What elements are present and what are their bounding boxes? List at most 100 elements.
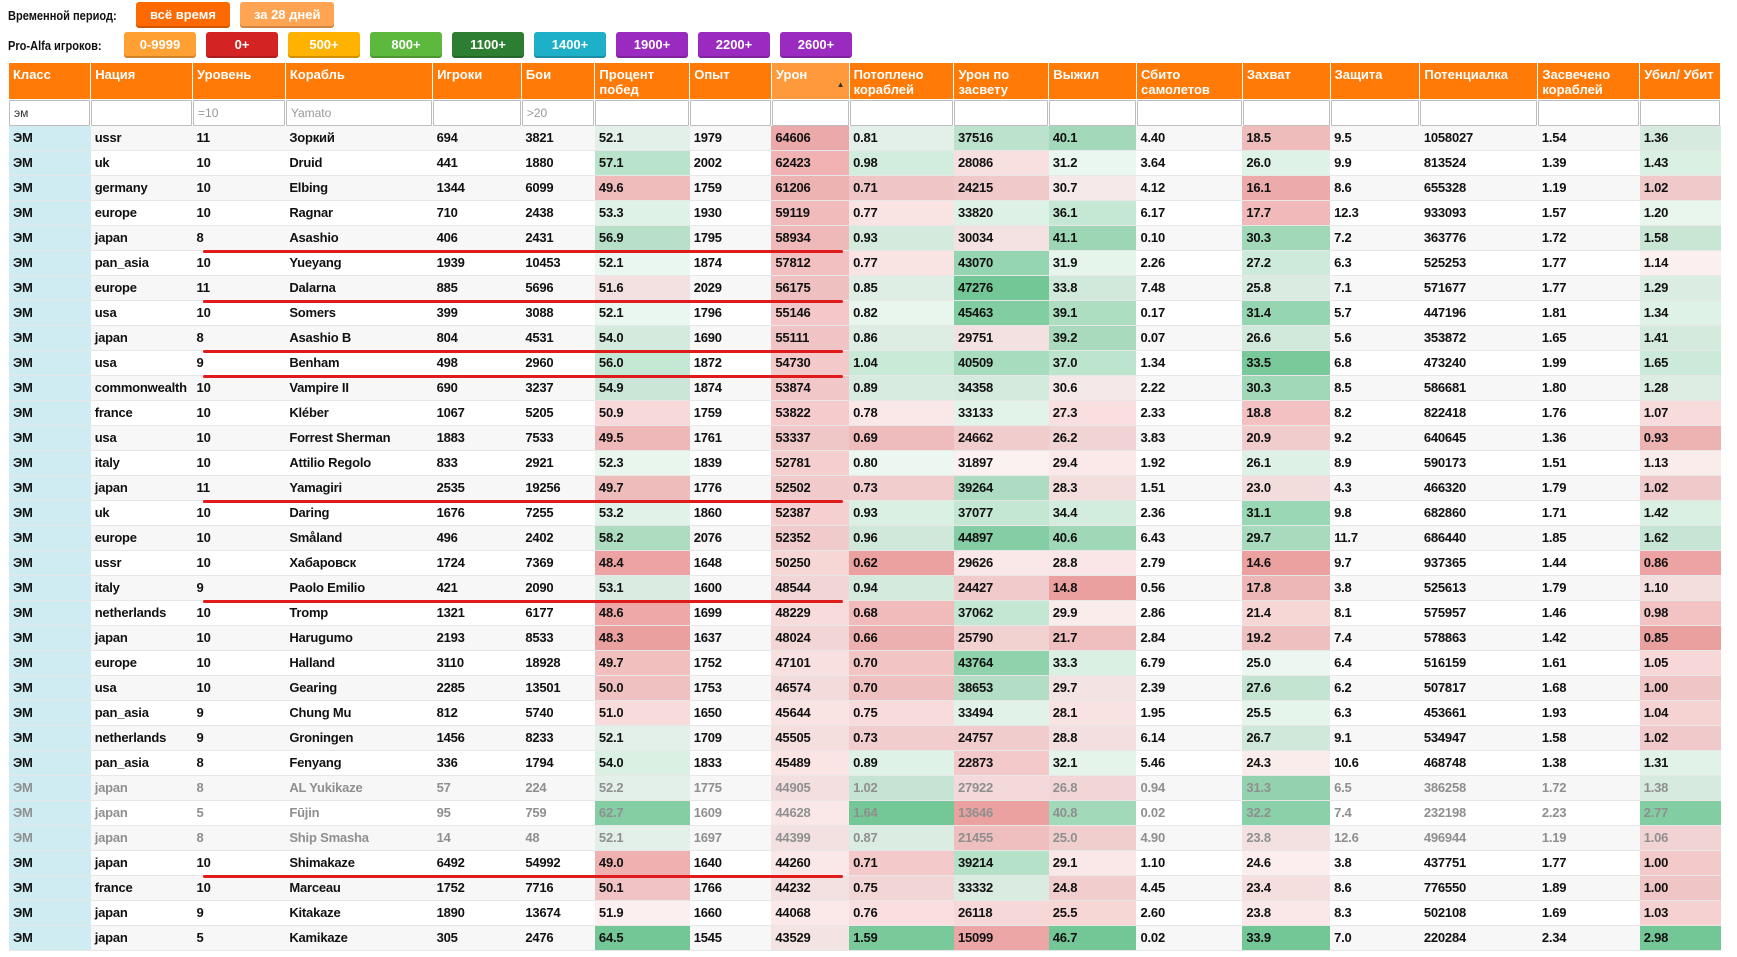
cell-ship: Forrest Sherman <box>285 425 433 451</box>
table-row[interactable]: ЭМ japan 5 Kamikaze 305 2476 64.5 1545 43529 1.59… <box>9 925 1721 951</box>
table-row[interactable]: ЭМ commonwealth 10 Vampire II 690 3237 54.9 187… <box>9 375 1721 401</box>
table-row[interactable]: ЭМ netherlands 9 Groningen 1456 8233 52.1 1709 4… <box>9 725 1721 751</box>
table-row[interactable]: ЭМ uk 10 Daring 1676 7255 53.2 1860 52387 0.93 370… <box>9 500 1721 526</box>
column-header-label: Убил/ Убит <box>1644 67 1714 82</box>
table-row[interactable]: ЭМ ussr 11 Зоркий 694 3821 52.1 1979 64606 0.81 37… <box>9 126 1721 151</box>
table-row[interactable]: ЭМ japan 8 Asashio 406 2431 56.9 1795 58934 0.93 3… <box>9 225 1721 251</box>
player-button-8[interactable]: 2600+ <box>780 32 852 58</box>
table-row[interactable]: ЭМ pan_asia 8 Fenyang 336 1794 54.0 1833 45489 0.… <box>9 750 1721 776</box>
table-row[interactable]: ЭМ usa 9 Benham 498 2960 56.0 1872 54730 1.04 4050… <box>9 350 1721 376</box>
filter-input-potential[interactable] <box>1420 99 1538 126</box>
filter-input-nat[interactable] <box>91 99 193 126</box>
column-header-players[interactable]: Игроки <box>432 63 522 99</box>
table-row[interactable]: ЭМ netherlands 10 Tromp 1321 6177 48.6 1699 4822… <box>9 600 1721 626</box>
column-header-winrate[interactable]: Процент побед <box>594 63 691 99</box>
column-header-dmg[interactable]: Урон ▲ <box>771 63 850 99</box>
table-row[interactable]: ЭМ italy 9 Paolo Emilio 421 2090 53.1 1600 48544… <box>9 575 1721 601</box>
player-button-4[interactable]: 1100+ <box>452 32 524 58</box>
player-button-5[interactable]: 1400+ <box>534 32 606 58</box>
filter-input-spot_dmg[interactable] <box>954 99 1049 126</box>
cell-def: 7.4 <box>1330 625 1420 651</box>
cell-dmg: 52502 <box>771 475 850 501</box>
cell-xp: 1660 <box>689 900 772 926</box>
filter-input-tier[interactable] <box>193 99 285 126</box>
column-header-cap[interactable]: Захват <box>1242 63 1331 99</box>
cell-surv: 14.8 <box>1048 575 1137 601</box>
table-row[interactable]: ЭМ germany 10 Elbing 1344 6099 49.6 1759 61206 0.… <box>9 175 1721 201</box>
column-header-kd[interactable]: Убил/ Убит <box>1639 63 1721 99</box>
cell-def: 5.6 <box>1330 325 1420 351</box>
table-row[interactable]: ЭМ france 10 Marceau 1752 7716 50.1 1766 44232 0.… <box>9 875 1721 901</box>
table-row[interactable]: ЭМ japan 8 Asashio B 804 4531 54.0 1690 55111 0.8… <box>9 325 1721 351</box>
table-row[interactable]: ЭМ japan 10 Shimakaze 6492 54992 49.0 1640 44260… <box>9 850 1721 876</box>
cell-tier: 10 <box>192 650 286 676</box>
column-header-surv[interactable]: Выжил <box>1048 63 1137 99</box>
period-button-1[interactable]: за 28 дней <box>239 2 335 28</box>
cell-def: 6.4 <box>1330 650 1420 676</box>
player-button-2[interactable]: 500+ <box>288 32 360 58</box>
filter-input-kd[interactable] <box>1640 99 1720 126</box>
table-row[interactable]: ЭМ usa 10 Somers 399 3088 52.1 1796 55146 0.82 454… <box>9 300 1721 326</box>
column-header-def[interactable]: Защита <box>1330 63 1421 99</box>
cell-cap: 26.7 <box>1242 725 1331 751</box>
filter-input-spotted[interactable] <box>1538 99 1640 126</box>
table-row[interactable]: ЭМ uk 10 Druid 441 1880 57.1 2002 62423 0.98 28086… <box>9 150 1721 176</box>
cell-tier: 10 <box>192 875 286 901</box>
filter-input-def[interactable] <box>1330 99 1420 126</box>
column-header-sunk[interactable]: Потоплено кораблей <box>849 63 955 99</box>
table-row[interactable]: ЭМ pan_asia 9 Chung Mu 812 5740 51.0 1650 45644 0… <box>9 700 1721 726</box>
cell-def: 9.9 <box>1330 150 1420 176</box>
column-header-xp[interactable]: Опыт <box>689 63 772 99</box>
table-row[interactable]: ЭМ usa 10 Gearing 2285 13501 50.0 1753 46574 0.70… <box>9 675 1721 701</box>
cell-cls: ЭМ <box>9 775 91 801</box>
table-row[interactable]: ЭМ europe 11 Dalarna 885 5696 51.6 2029 56175 0.8… <box>9 275 1721 301</box>
table-row[interactable]: ЭМ japan 10 Harugumo 2193 8533 48.3 1637 48024 0.… <box>9 625 1721 651</box>
cell-players: 399 <box>432 300 522 326</box>
column-header-ship[interactable]: Корабль <box>285 63 434 99</box>
filter-input-planes[interactable] <box>1136 99 1242 126</box>
filter-input-ship[interactable] <box>285 99 433 126</box>
filter-input-xp[interactable] <box>690 99 771 126</box>
filter-input-dmg[interactable] <box>771 99 849 126</box>
column-header-battles[interactable]: Бои <box>521 63 596 99</box>
column-header-spot_dmg[interactable]: Урон по засвету <box>953 63 1050 99</box>
period-button-0[interactable]: всё время <box>136 2 230 28</box>
table-row[interactable]: ЭМ europe 10 Småland 496 2402 58.2 2076 52352 0.9… <box>9 525 1721 551</box>
cell-surv: 25.5 <box>1048 900 1137 926</box>
table-row[interactable]: ЭМ usa 10 Forrest Sherman 1883 7533 49.5 1761 53… <box>9 425 1721 451</box>
filter-input-sunk[interactable] <box>849 99 954 126</box>
player-button-0[interactable]: 0-9999 <box>124 32 196 58</box>
filter-input-cls[interactable] <box>9 99 91 126</box>
table-row[interactable]: ЭМ europe 10 Ragnar 710 2438 53.3 1930 59119 0.77… <box>9 200 1721 226</box>
cell-surv: 28.8 <box>1048 725 1137 751</box>
player-button-1[interactable]: 0+ <box>206 32 278 58</box>
filter-input-cap[interactable] <box>1242 99 1330 126</box>
table-row[interactable]: ЭМ ussr 10 Хабаровск 1724 7369 48.4 1648 50250 0.… <box>9 550 1721 576</box>
player-button-7[interactable]: 2200+ <box>698 32 770 58</box>
column-header-cls[interactable]: Класс <box>9 63 92 99</box>
cell-battles: 2090 <box>521 575 595 601</box>
column-header-planes[interactable]: Сбито самолетов <box>1136 63 1243 99</box>
table-row[interactable]: ЭМ pan_asia 10 Yueyang 1939 10453 52.1 1874 5781… <box>9 250 1721 276</box>
table-row[interactable]: ЭМ europe 10 Halland 3110 18928 49.7 1752 47101 0… <box>9 650 1721 676</box>
column-header-nat[interactable]: Нация <box>90 63 194 99</box>
cell-dmg: 53874 <box>771 375 850 401</box>
column-header-tier[interactable]: Уровень <box>192 63 286 99</box>
filter-input-battles[interactable] <box>521 99 595 126</box>
cell-ship: Asashio B <box>285 325 433 351</box>
table-row[interactable]: ЭМ france 10 Kléber 1067 5205 50.9 1759 53822 0.7… <box>9 400 1721 426</box>
column-header-spotted[interactable]: Засвечено кораблей <box>1537 63 1641 99</box>
filter-input-winrate[interactable] <box>595 99 690 126</box>
cell-spotted: 1.65 <box>1537 325 1640 351</box>
table-row[interactable]: ЭМ italy 10 Attilio Regolo 833 2921 52.3 1839 52… <box>9 450 1721 476</box>
filter-input-players[interactable] <box>433 99 521 126</box>
table-row[interactable]: ЭМ japan 5 Fūjin 95 759 62.7 1609 44628 1.64 13646… <box>9 800 1721 826</box>
table-row[interactable]: ЭМ japan 8 AL Yukikaze 57 224 52.2 1775 44905 1.0… <box>9 775 1721 801</box>
table-row[interactable]: ЭМ japan 11 Yamagiri 2535 19256 49.7 1776 52502 0… <box>9 475 1721 501</box>
filter-input-surv[interactable] <box>1049 99 1136 126</box>
table-row[interactable]: ЭМ japan 9 Kitakaze 1890 13674 51.9 1660 44068 0.… <box>9 900 1721 926</box>
player-button-6[interactable]: 1900+ <box>616 32 688 58</box>
table-row[interactable]: ЭМ japan 8 Ship Smasha 14 48 52.1 1697 44399 0.87… <box>9 825 1721 851</box>
column-header-potential[interactable]: Потенциалка <box>1419 63 1539 99</box>
player-button-3[interactable]: 800+ <box>370 32 442 58</box>
